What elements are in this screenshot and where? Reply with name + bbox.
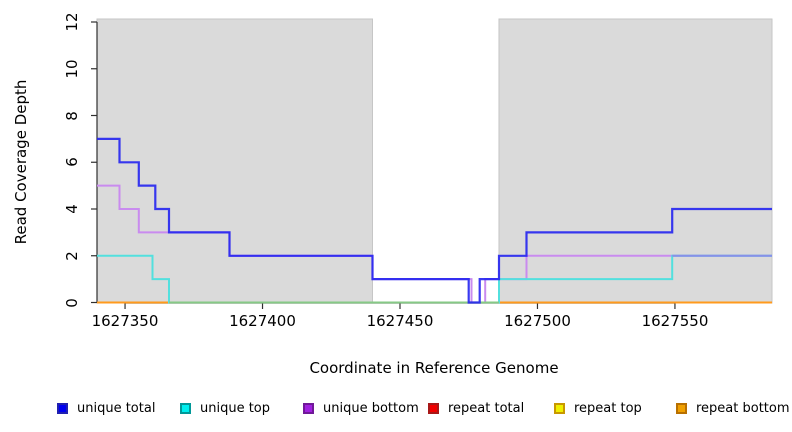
legend-swatch-repeat-top bbox=[554, 402, 565, 414]
y-axis-title: Read Coverage Depth bbox=[12, 79, 30, 245]
shaded-region-repeat-masked-right bbox=[498, 18, 773, 304]
legend: unique total unique top unique bottom re… bbox=[0, 398, 792, 420]
y-tick-label-8: 8 bbox=[63, 110, 81, 121]
shaded-region-repeat-masked-left bbox=[96, 18, 373, 304]
legend-label-repeat-bottom: repeat bottom bbox=[696, 400, 790, 416]
y-tick-label-12: 12 bbox=[63, 12, 81, 32]
x-tick-label-1627550: 1627550 bbox=[641, 312, 709, 330]
legend-item-unique-bottom: unique bottom bbox=[303, 398, 419, 418]
legend-label-repeat-total: repeat total bbox=[448, 400, 525, 416]
series-line-unique-total bbox=[97, 137, 772, 304]
x-tick-label-1627450: 1627450 bbox=[366, 312, 434, 330]
legend-item-unique-total: unique total bbox=[57, 398, 155, 418]
x-tick-label-1627400: 1627400 bbox=[229, 312, 296, 330]
y-tick-label-4: 4 bbox=[63, 204, 81, 214]
legend-label-unique-total: unique total bbox=[77, 400, 156, 416]
legend-label-repeat-top: repeat top bbox=[574, 400, 642, 416]
legend-item-repeat-top: repeat top bbox=[554, 398, 642, 418]
y-tick-label-10: 10 bbox=[63, 59, 81, 79]
y-tick-label-0: 0 bbox=[63, 297, 81, 308]
y-tick-label-2: 2 bbox=[63, 251, 81, 261]
legend-swatch-repeat-bottom bbox=[676, 402, 687, 414]
x-tick-label-1627500: 1627500 bbox=[504, 312, 571, 330]
legend-swatch-unique-total bbox=[57, 402, 68, 414]
legend-label-unique-bottom: unique bottom bbox=[323, 400, 419, 416]
y-tick-label-6: 6 bbox=[63, 157, 81, 168]
legend-label-unique-top: unique top bbox=[200, 400, 271, 416]
legend-swatch-unique-bottom bbox=[303, 402, 314, 414]
x-axis-title: Coordinate in Reference Genome bbox=[309, 359, 559, 377]
x-tick-label-1627350: 1627350 bbox=[91, 312, 159, 330]
legend-swatch-unique-top bbox=[180, 402, 191, 414]
legend-item-repeat-bottom: repeat bottom bbox=[676, 398, 790, 418]
legend-item-unique-top: unique top bbox=[180, 398, 270, 418]
legend-item-repeat-total: repeat total bbox=[428, 398, 524, 418]
legend-swatch-repeat-total bbox=[428, 402, 439, 414]
